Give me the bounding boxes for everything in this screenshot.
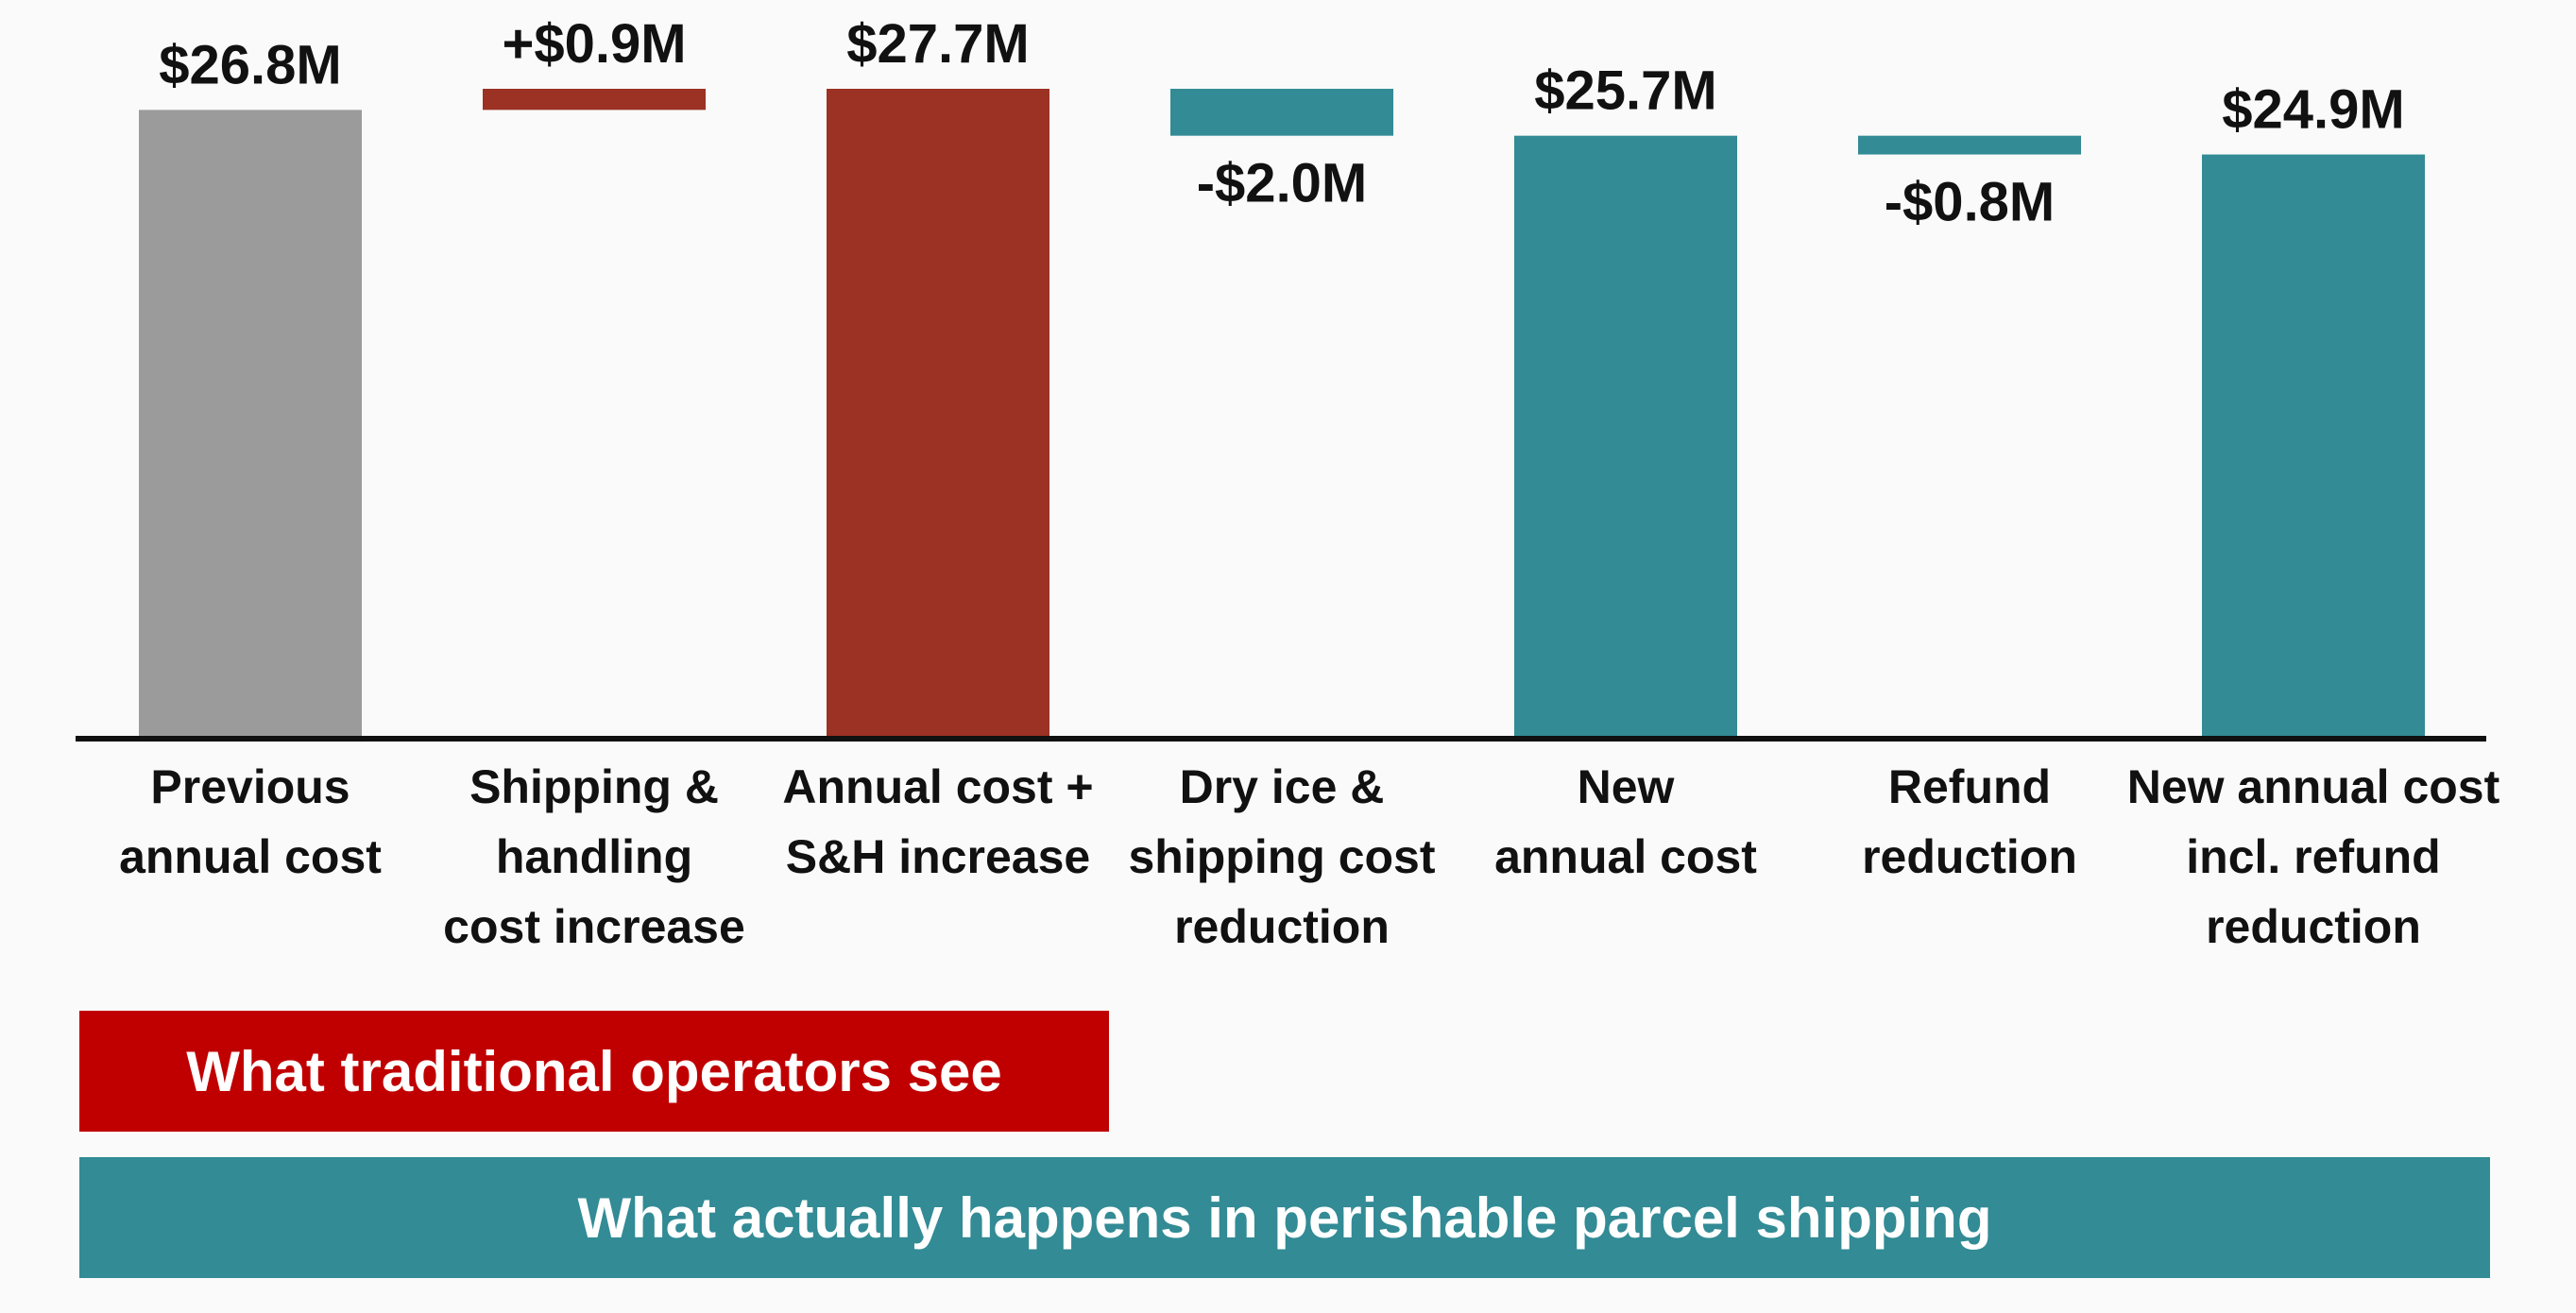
category-label-4-line-3: reduction [1174,900,1390,953]
category-label-7-line-3: reduction [2206,900,2421,953]
category-label-5-line-1: New [1578,760,1675,813]
category-label-6-line-2: reduction [1862,830,2077,883]
bar-1 [139,110,362,740]
waterfall-chart: $26.8M Previous annual cost +$0.9M Shipping … [76,13,2500,953]
value-label-5: $25.7M [1534,60,1716,122]
value-label-4: -$2.0M [1197,153,1368,214]
value-label-6: -$0.8M [1885,172,2056,233]
actual-perishable-shipping-banner: What actually happens in perishable parc… [79,1157,2490,1278]
category-label-6-line-1: Refund [1888,760,2051,813]
value-label-2: +$0.9M [502,13,686,75]
bar-5 [1514,135,1737,739]
category-label-4-line-1: Dry ice & [1180,760,1385,813]
category-label-1-line-2: annual cost [119,830,382,883]
value-label-7: $24.9M [2222,79,2404,141]
bar-3 [827,89,1049,739]
category-label-7-line-2: incl. refund [2186,830,2440,883]
value-label-3: $27.7M [846,13,1029,75]
category-label-2-line-1: Shipping & [469,760,719,813]
bar-6 [1858,135,2081,155]
category-label-1-line-1: Previous [150,760,350,813]
category-label-3-line-2: S&H increase [786,830,1090,883]
category-label-7-line-1: New annual cost [2127,760,2500,813]
category-label-3-line-1: Annual cost + [782,760,1093,813]
bar-4 [1170,89,1393,136]
category-label-4-line-2: shipping cost [1129,830,1436,883]
bar-7 [2202,154,2425,740]
value-label-1: $26.8M [159,34,341,95]
traditional-operators-banner: What traditional operators see [79,1011,1109,1132]
category-label-2-line-2: handling [496,830,692,883]
category-label-5-line-2: annual cost [1494,830,1757,883]
bar-2 [483,89,706,111]
category-label-2-line-3: cost increase [443,900,745,953]
